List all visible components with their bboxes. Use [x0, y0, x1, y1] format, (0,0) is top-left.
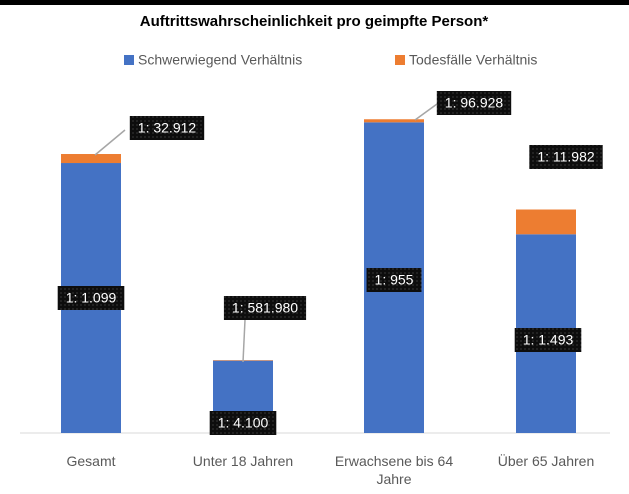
data-label: 1: 32.912 — [138, 120, 197, 136]
top-border — [0, 0, 629, 5]
x-tick-label: Gesamt — [66, 453, 116, 469]
data-label-box — [436, 91, 512, 115]
leader-line — [242, 319, 246, 363]
data-label-box — [529, 145, 603, 169]
bar-segment — [516, 209, 576, 235]
chart-title: Auftrittswahrscheinlichkeit pro geimpfte… — [140, 13, 489, 30]
x-tick-label: Erwachsene bis 64 Jahre — [334, 453, 454, 487]
bar-segment — [364, 119, 424, 123]
legend-label: Todesfälle Verhältnis — [409, 52, 537, 68]
legend-label: Schwerwiegend Verhältnis — [138, 52, 302, 68]
leader-line — [414, 103, 438, 121]
leader-line — [94, 129, 126, 156]
x-tick-label: Über 65 Jahren — [497, 453, 595, 469]
bar-segment — [61, 154, 121, 164]
data-label-box — [366, 268, 422, 292]
legend-swatch — [395, 55, 405, 65]
data-label: 1: 11.982 — [537, 149, 595, 165]
data-label: 1: 4.100 — [218, 415, 269, 431]
data-label-box — [209, 411, 277, 435]
x-tick-label: Unter 18 Jahren — [192, 453, 294, 469]
data-label: 1: 581.980 — [232, 300, 298, 316]
legend-swatch — [124, 55, 134, 65]
data-label: 1: 96.928 — [445, 95, 504, 111]
data-label-box — [514, 328, 582, 352]
data-label: 1: 1.493 — [523, 332, 574, 348]
data-label-box — [129, 116, 205, 140]
data-label: 1: 1.099 — [66, 290, 117, 306]
data-label: 1: 955 — [375, 272, 414, 288]
data-label-box — [57, 286, 125, 310]
data-label-box — [223, 296, 307, 320]
